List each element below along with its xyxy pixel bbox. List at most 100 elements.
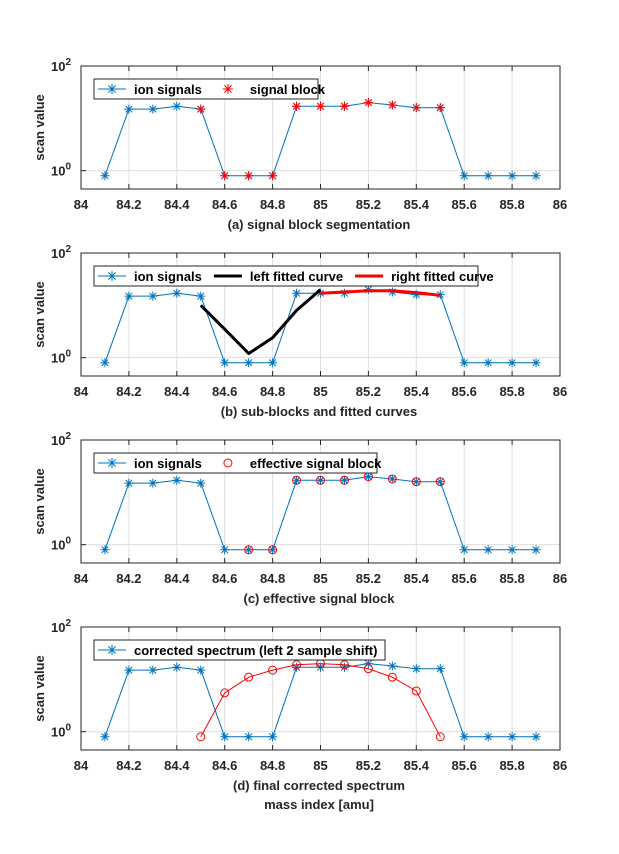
data-point-0-1 <box>124 291 134 301</box>
x-tick-label: 84.8 <box>260 571 285 586</box>
legend-box <box>93 639 386 661</box>
data-point-0-15 <box>459 171 469 181</box>
data-point-0-18 <box>531 358 541 368</box>
legend: corrected spectrum (left 2 sample shift) <box>93 639 386 661</box>
data-point-1-8 <box>387 100 397 110</box>
x-tick-label: 85.8 <box>499 197 524 212</box>
x-tick-label: 84.4 <box>164 758 190 773</box>
panel-caption: (d) final corrected spectrum <box>233 778 405 793</box>
data-point-1-9 <box>411 686 421 696</box>
x-tick-label: 85.8 <box>499 758 524 773</box>
data-layer <box>100 285 541 368</box>
data-point-1-1 <box>220 688 230 698</box>
y-tick-label: 102 <box>51 57 71 74</box>
data-point-0-7 <box>268 545 278 555</box>
data-point-1-4 <box>339 475 349 485</box>
x-axis-label: mass index [amu] <box>264 797 374 812</box>
legend-label: signal block <box>250 82 326 97</box>
data-point-0-5 <box>220 732 230 742</box>
y-tick-label: 100 <box>51 162 71 179</box>
x-tick-label: 84.4 <box>164 571 190 586</box>
series-line-1 <box>199 288 322 355</box>
y-tick-label: 100 <box>51 723 71 740</box>
data-point-1-6 <box>387 474 397 484</box>
data-point-1-7 <box>363 98 373 108</box>
x-tick-label: 84.6 <box>212 758 237 773</box>
data-point-0-16 <box>483 171 493 181</box>
x-tick-label: 85.2 <box>356 758 381 773</box>
data-layer <box>100 472 541 555</box>
data-point-0-3 <box>172 288 182 298</box>
panels: 84 84.2 84.4 84.6 84.8 85 85.2 85.4 85.6 85.8 86 10… <box>32 57 567 793</box>
x-tick-label: 84.6 <box>212 384 237 399</box>
data-layer <box>100 659 541 742</box>
x-tick-label: 85.4 <box>404 571 430 586</box>
x-tick-label: 84 <box>74 571 89 586</box>
y-tick-label: 102 <box>51 431 71 448</box>
data-point-1-6 <box>339 101 349 111</box>
data-point-1-2 <box>244 672 254 682</box>
data-point-0-12 <box>387 474 397 484</box>
data-point-0-0 <box>100 358 110 368</box>
data-point-0-6 <box>244 545 254 555</box>
data-point-0-15 <box>459 732 469 742</box>
y-tick-label: 100 <box>51 349 71 366</box>
data-point-0-17 <box>507 732 517 742</box>
legend-marker <box>107 645 117 655</box>
data-point-0-0 <box>100 171 110 181</box>
data-point-0-8 <box>292 475 302 485</box>
data-point-0-11 <box>363 472 373 482</box>
series-line-1 <box>200 663 441 738</box>
data-point-1-5 <box>316 101 325 111</box>
data-point-1-10 <box>435 732 445 742</box>
panel-caption: (a) signal block segmentation <box>228 217 411 232</box>
data-point-0-1 <box>124 104 134 114</box>
data-point-0-6 <box>244 732 254 742</box>
data-point-1-1 <box>268 545 278 555</box>
data-point-0-17 <box>507 171 517 181</box>
chart-panel-c: 84 84.2 84.4 84.6 84.8 85 85.2 85.4 85.6 85.8 86 10… <box>32 431 567 606</box>
data-point-0-5 <box>220 545 230 555</box>
x-tick-label: 85 <box>313 384 327 399</box>
x-tick-label: 84.2 <box>116 384 141 399</box>
x-tick-label: 85.2 <box>356 571 381 586</box>
data-point-0-15 <box>459 545 469 555</box>
series-line-2 <box>320 289 441 297</box>
x-tick-label: 85.2 <box>356 384 381 399</box>
x-tick-label: 84.8 <box>260 384 285 399</box>
y-axis-label: scan value <box>32 94 47 161</box>
legend-label: ion signals <box>134 269 202 284</box>
data-point-0-7 <box>268 732 278 742</box>
data-point-0-17 <box>507 545 517 555</box>
legend-box <box>93 78 319 100</box>
legend-label: right fitted curve <box>391 269 494 284</box>
data-point-0-15 <box>459 358 469 368</box>
data-point-0-17 <box>507 358 517 368</box>
data-point-0-2 <box>148 291 158 301</box>
data-point-1-7 <box>363 664 373 674</box>
x-tick-label: 85.4 <box>404 758 430 773</box>
legend-label: corrected spectrum (left 2 sample shift) <box>134 643 377 658</box>
data-point-0-1 <box>124 665 134 675</box>
legend-marker <box>107 271 117 281</box>
data-point-0-0 <box>100 732 110 742</box>
x-tick-label: 85.8 <box>499 571 524 586</box>
x-tick-label: 85.6 <box>452 758 477 773</box>
x-tick-label: 84.2 <box>116 758 141 773</box>
x-tick-label: 84.8 <box>260 758 285 773</box>
x-tick-label: 84.6 <box>212 571 237 586</box>
data-point-0-5 <box>220 358 230 368</box>
data-point-0-9 <box>316 475 325 485</box>
y-axis-label: scan value <box>32 281 47 348</box>
data-point-0-7 <box>268 358 278 368</box>
legend-marker <box>107 84 117 94</box>
panel-caption: (b) sub-blocks and fitted curves <box>221 404 417 419</box>
data-point-0-2 <box>148 478 158 488</box>
legend-label: ion signals <box>134 82 202 97</box>
data-point-1-3 <box>268 665 278 675</box>
data-point-1-2 <box>292 475 302 485</box>
data-point-1-6 <box>339 660 349 670</box>
x-tick-label: 84.4 <box>164 197 190 212</box>
x-tick-label: 85 <box>313 758 327 773</box>
